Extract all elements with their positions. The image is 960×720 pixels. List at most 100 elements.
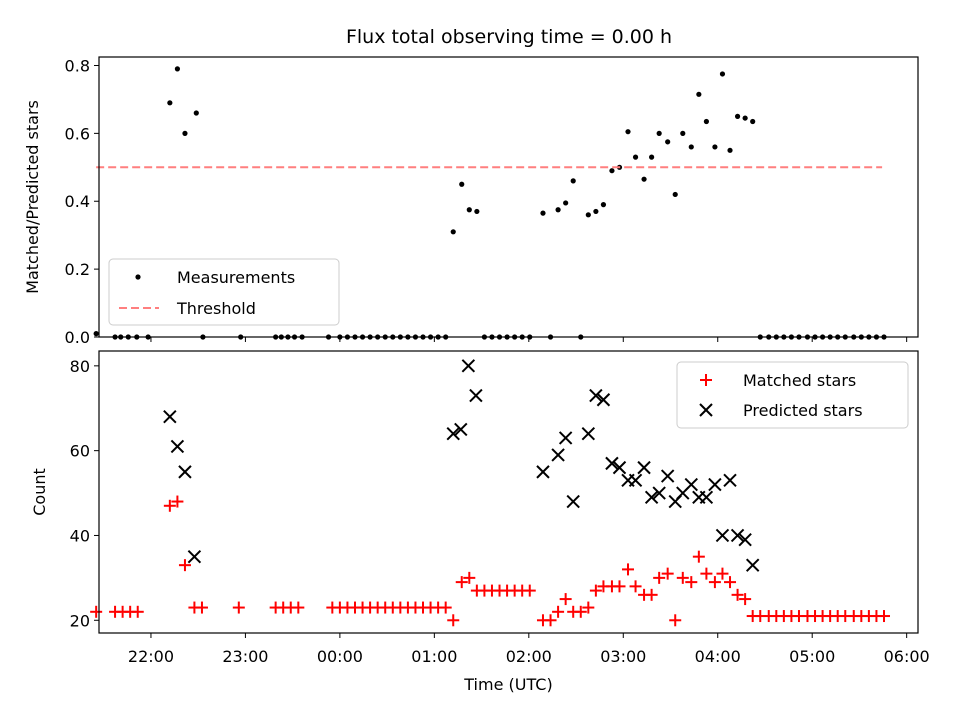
count-panel: 20 40 60 80 22:00 23:00 00:00 01:00 02:00 03:00 0… (30, 350, 930, 694)
measurement-point (742, 115, 748, 121)
measurement-point (632, 154, 639, 160)
legend-matched-label: Matched stars (743, 371, 856, 390)
measurement-point (174, 66, 181, 72)
measurement-point (680, 130, 686, 136)
legend-predicted-marker (699, 403, 713, 417)
legend-measurements-marker (135, 274, 141, 280)
predicted-stars-point (628, 473, 643, 488)
count-y-tick-label: 40 (70, 526, 90, 545)
measurement-point (672, 191, 678, 198)
predicted-stars-point (170, 439, 185, 454)
measurement-point (540, 210, 546, 216)
matched-stars-point (544, 614, 557, 627)
count-marks (90, 359, 890, 627)
measurement-point (593, 208, 599, 215)
measurement-point (474, 208, 480, 215)
measurement-point (563, 200, 569, 206)
measurement-point (459, 181, 465, 187)
x-tick-label: 00:00 (317, 647, 363, 666)
count-y-tick-label: 20 (70, 611, 90, 630)
measurement-point (656, 130, 662, 136)
ratio-y-axis: 0.0 0.2 0.4 0.6 0.8 (65, 56, 99, 347)
count-y-tick-label: 60 (70, 442, 90, 461)
ratio-y-axis-label: Matched/Predicted stars (23, 100, 42, 294)
matched-stars-point (708, 576, 721, 589)
matched-stars-point (232, 601, 245, 614)
matched-stars-point (661, 567, 674, 580)
x-tick-label: 22:00 (128, 647, 174, 666)
count-y-axis-label: Count (30, 468, 49, 516)
predicted-stars-point (684, 477, 698, 492)
matched-stars-point (629, 580, 642, 593)
measurement-point (167, 100, 173, 106)
predicted-stars-point (637, 460, 651, 475)
matched-stars-point (447, 614, 460, 627)
measurement-point (696, 91, 702, 97)
measurement-point (703, 118, 710, 125)
x-tick-label: 05:00 (789, 647, 835, 666)
predicted-stars-point (163, 410, 177, 424)
x-axis-label: Time (UTC) (463, 675, 552, 694)
measurement-point (727, 147, 733, 153)
predicted-stars-point (660, 469, 675, 483)
predicted-stars-point (187, 549, 202, 564)
predicted-stars-point (708, 477, 722, 492)
ratio-legend: Measurements Threshold (108, 258, 340, 326)
matched-stars-point (178, 559, 191, 572)
ratio-legend-box (108, 258, 340, 326)
predicted-stars-point (596, 393, 611, 407)
measurement-point (600, 202, 607, 208)
predicted-stars-point (551, 448, 565, 462)
ratio-y-tick-label: 0.0 (65, 328, 90, 347)
count-y-axis: 20 40 60 80 (70, 357, 99, 630)
matched-stars-point (731, 588, 744, 601)
predicted-stars-point (566, 494, 580, 509)
matched-stars-point (195, 601, 208, 614)
predicted-stars-point (536, 465, 550, 479)
measurement-point (649, 154, 655, 160)
ratio-plot-frame (98, 56, 919, 338)
matched-stars-point (724, 576, 737, 589)
measurement-point (585, 212, 591, 218)
measurement-point (93, 331, 99, 337)
ratio-y-tick-label: 0.2 (65, 260, 90, 279)
x-tick-label: 06:00 (884, 647, 930, 666)
matched-stars-point (692, 550, 705, 563)
predicted-stars-point (178, 465, 192, 479)
predicted-stars-point (644, 490, 659, 505)
measurement-point (193, 110, 199, 116)
predicted-stars-point (715, 528, 730, 543)
predicted-stars-point (730, 528, 745, 543)
matched-stars-point (574, 605, 587, 618)
legend-measurements-label: Measurements (177, 268, 295, 287)
ratio-x-ticks (150, 337, 908, 342)
matched-stars-point (621, 563, 634, 576)
measurement-point (182, 130, 188, 136)
predicted-stars-point (589, 388, 603, 403)
measurement-point (609, 168, 615, 174)
measurement-point (570, 178, 576, 184)
predicted-stars-point (605, 456, 619, 471)
measurement-point (625, 129, 631, 135)
matched-stars-point (739, 593, 752, 606)
predicted-stars-point (461, 359, 476, 373)
matched-stars-point (292, 601, 305, 614)
predicted-stars-point (652, 486, 666, 500)
predicted-stars-point (469, 388, 483, 403)
measurement-point (555, 207, 561, 213)
matched-stars-point (439, 601, 452, 614)
predicted-stars-point (699, 490, 714, 505)
matched-stars-point (685, 576, 698, 589)
matched-stars-point (676, 571, 689, 584)
predicted-stars-point (446, 426, 460, 441)
matched-stars-point (582, 601, 595, 614)
count-legend: Matched stars Predicted stars (676, 361, 909, 429)
measurement-point (450, 229, 456, 235)
ratio-y-tick-label: 0.4 (65, 192, 90, 211)
predicted-stars-point (745, 558, 760, 572)
predicted-stars-point (581, 426, 596, 441)
matched-stars-point (463, 571, 476, 584)
matched-stars-point (171, 495, 184, 508)
matched-stars-point (559, 593, 572, 606)
matched-stars-point (523, 584, 536, 597)
